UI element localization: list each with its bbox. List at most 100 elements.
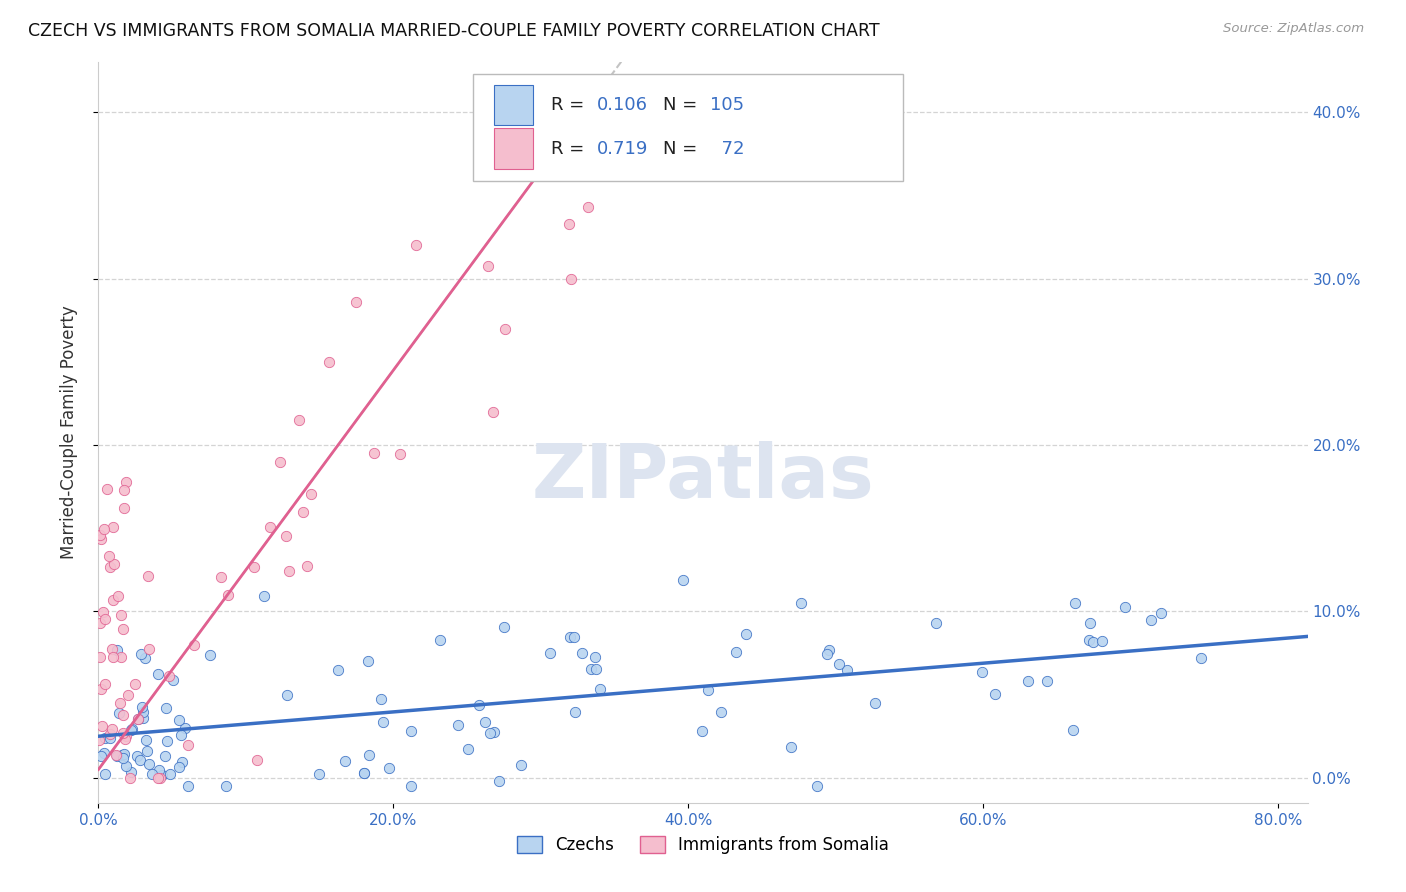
Point <box>98 726 121 740</box>
Point <box>172 755 194 769</box>
Text: Source: ZipAtlas.com: Source: ZipAtlas.com <box>1223 22 1364 36</box>
Point <box>167 760 190 774</box>
Point <box>131 700 153 714</box>
Point <box>356 654 378 668</box>
Point <box>1140 613 1163 627</box>
Point <box>308 767 330 781</box>
Point <box>488 773 510 788</box>
Point <box>127 712 149 726</box>
Point <box>101 642 124 657</box>
Point <box>127 749 149 764</box>
Point <box>457 742 479 756</box>
Text: 0.719: 0.719 <box>596 140 648 158</box>
Point <box>276 688 298 702</box>
Point <box>344 295 367 310</box>
Point <box>141 767 163 781</box>
Point <box>153 748 176 763</box>
Point <box>835 663 858 677</box>
Point <box>111 751 134 765</box>
Point <box>468 698 491 712</box>
Point <box>107 706 129 721</box>
Point <box>112 483 135 497</box>
Point <box>94 767 117 781</box>
Point <box>1149 606 1171 620</box>
Point <box>1062 723 1084 738</box>
Point <box>579 662 602 676</box>
Point <box>724 645 747 659</box>
Point <box>146 771 169 785</box>
Point <box>167 713 190 727</box>
Point <box>299 487 322 501</box>
Point <box>818 643 841 657</box>
Point <box>103 650 125 665</box>
Point <box>110 650 132 665</box>
Point <box>87 733 110 747</box>
Point <box>482 405 505 419</box>
Point <box>405 238 427 252</box>
Point <box>558 631 581 645</box>
Point <box>353 766 375 780</box>
Point <box>98 731 121 746</box>
Point <box>90 533 112 547</box>
Point <box>925 615 948 630</box>
Point <box>115 475 138 490</box>
Point <box>492 620 515 634</box>
Point <box>1189 651 1212 665</box>
Point <box>111 622 134 636</box>
Point <box>865 696 887 710</box>
Point <box>1078 632 1101 647</box>
Point <box>89 528 111 542</box>
Point <box>112 725 135 739</box>
Point <box>429 632 451 647</box>
Point <box>359 747 381 762</box>
Point <box>815 648 838 662</box>
Point <box>103 520 125 534</box>
Point <box>564 705 586 719</box>
Point <box>246 753 269 767</box>
Point <box>93 522 115 536</box>
Text: ZIPatlas: ZIPatlas <box>531 441 875 514</box>
Point <box>582 105 605 120</box>
Point <box>111 707 134 722</box>
Point <box>558 217 581 231</box>
Point <box>112 747 135 761</box>
Point <box>557 105 579 120</box>
Point <box>121 722 143 736</box>
Point <box>128 753 150 767</box>
Text: N =: N = <box>664 96 703 114</box>
Point <box>98 560 121 574</box>
Text: N =: N = <box>664 140 703 158</box>
Point <box>148 763 170 777</box>
Point <box>136 569 159 583</box>
Point <box>115 729 138 743</box>
Point <box>101 722 124 736</box>
Point <box>159 767 181 781</box>
Point <box>479 726 502 740</box>
Point <box>217 588 239 602</box>
Point <box>93 746 115 760</box>
Point <box>477 260 499 274</box>
Text: CZECH VS IMMIGRANTS FROM SOMALIA MARRIED-COUPLE FAMILY POVERTY CORRELATION CHART: CZECH VS IMMIGRANTS FROM SOMALIA MARRIED… <box>28 22 880 40</box>
Point <box>174 721 197 735</box>
Point <box>562 630 585 644</box>
Point <box>399 723 422 738</box>
Point <box>276 528 298 542</box>
Point <box>1064 595 1087 609</box>
Point <box>510 757 533 772</box>
Point <box>538 647 561 661</box>
Point <box>127 712 149 726</box>
Point <box>170 728 193 742</box>
Point <box>335 754 357 768</box>
Point <box>585 662 607 676</box>
Point <box>94 677 117 691</box>
Point <box>378 761 401 775</box>
Point <box>295 559 318 574</box>
Point <box>90 682 112 697</box>
Point <box>131 706 153 720</box>
Point <box>136 744 159 758</box>
Point <box>1017 674 1039 689</box>
Point <box>269 455 291 469</box>
Point <box>138 641 160 656</box>
Point <box>474 714 496 729</box>
Point <box>103 557 125 571</box>
